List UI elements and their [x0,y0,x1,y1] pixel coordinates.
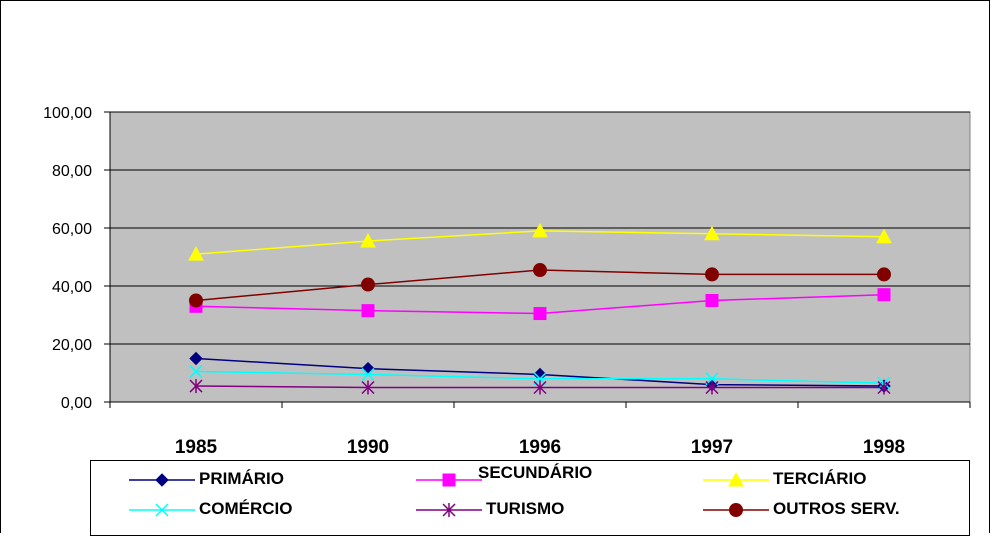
legend-label: PRIMÁRIO [199,469,284,488]
legend-label: OUTROS SERV. [773,499,900,518]
legend-swatch-terciario [703,471,769,487]
data-point [361,367,375,381]
series-5 [189,263,891,308]
data-point [705,380,719,395]
y-tick-label: 40,00 [52,279,92,296]
data-point [189,365,203,379]
y-tick-label: 100,00 [43,105,92,122]
data-point [533,367,547,382]
legend-marker [728,471,744,487]
y-tick-label: 0,00 [61,395,92,412]
data-point [189,293,203,308]
plot-area [109,111,971,403]
x-tick-label: 1985 [175,437,218,458]
legend-marker [442,473,456,487]
x-tick-label: 1996 [519,437,561,458]
data-point [189,379,203,394]
legend-swatch-secundario [416,473,482,487]
series-2 [188,222,892,261]
legend: PRIMÁRIO SECUNDÁRIO TERCIÁRIO COMÉRCIO T… [90,460,970,536]
legend-label: TERCIÁRIO [773,469,867,488]
data-point [877,267,891,282]
x-tick-label: 1997 [691,437,733,458]
x-tick-label: 1998 [863,437,905,458]
data-point [876,228,892,244]
data-point [188,246,204,261]
data-point [360,232,376,248]
legend-marker [442,503,456,517]
legend-label: SECUNDÁRIO [478,463,593,482]
data-point [532,222,548,238]
data-point [361,380,375,395]
legend-marker [155,503,169,517]
data-point [877,380,891,395]
legend-label: COMÉRCIO [199,499,293,518]
data-point [533,307,547,321]
data-point [705,267,719,282]
data-point [877,288,891,302]
x-tick-label: 1990 [347,437,389,458]
y-tick-label: 80,00 [52,163,92,180]
legend-marker [729,503,743,517]
data-point [189,351,203,366]
legend-swatch-turismo [416,503,482,517]
data-point [533,380,547,395]
data-point [704,225,720,241]
legend-label: TURISMO [486,499,565,518]
legend-swatch-primario [129,473,195,487]
legend-swatch-comercio [129,503,195,517]
data-point [361,304,375,318]
legend-marker [155,473,169,487]
data-point [533,263,547,278]
y-tick-label: 60,00 [52,221,92,238]
data-point [361,277,375,292]
data-point [705,294,719,307]
legend-swatch-outros-serv [703,503,769,517]
y-tick-label: 20,00 [52,337,92,354]
series-4 [189,379,891,395]
